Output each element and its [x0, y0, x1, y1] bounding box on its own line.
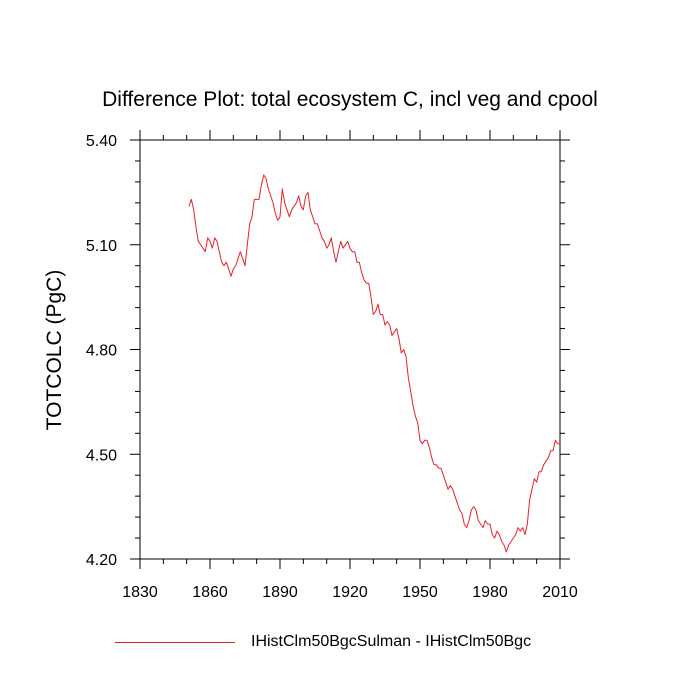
x-tick-label: 1950 [402, 584, 438, 601]
x-tick-label: 1860 [192, 584, 228, 601]
x-tick-label: 1980 [472, 584, 508, 601]
y-tick-label: 5.10 [86, 238, 117, 255]
plot-frame [139, 139, 561, 560]
y-tick-label: 5.40 [86, 133, 117, 150]
x-tick-label: 2010 [542, 584, 578, 601]
x-tick-label: 1890 [262, 584, 298, 601]
y-tick-label: 4.20 [86, 552, 117, 569]
legend: IHistClm50BgcSulman - IHistClm50Bgc [115, 630, 531, 654]
y-tick-label: 4.50 [86, 447, 117, 464]
chart-title: Difference Plot: total ecosystem C, incl… [102, 88, 598, 111]
series-line [188, 174, 560, 553]
y-tick-label: 4.80 [86, 343, 117, 360]
x-tick-label: 1830 [122, 584, 158, 601]
x-tick-label: 1920 [332, 584, 368, 601]
legend-line-swatch [115, 641, 235, 643]
legend-label: IHistClm50BgcSulman - IHistClm50Bgc [251, 633, 532, 650]
